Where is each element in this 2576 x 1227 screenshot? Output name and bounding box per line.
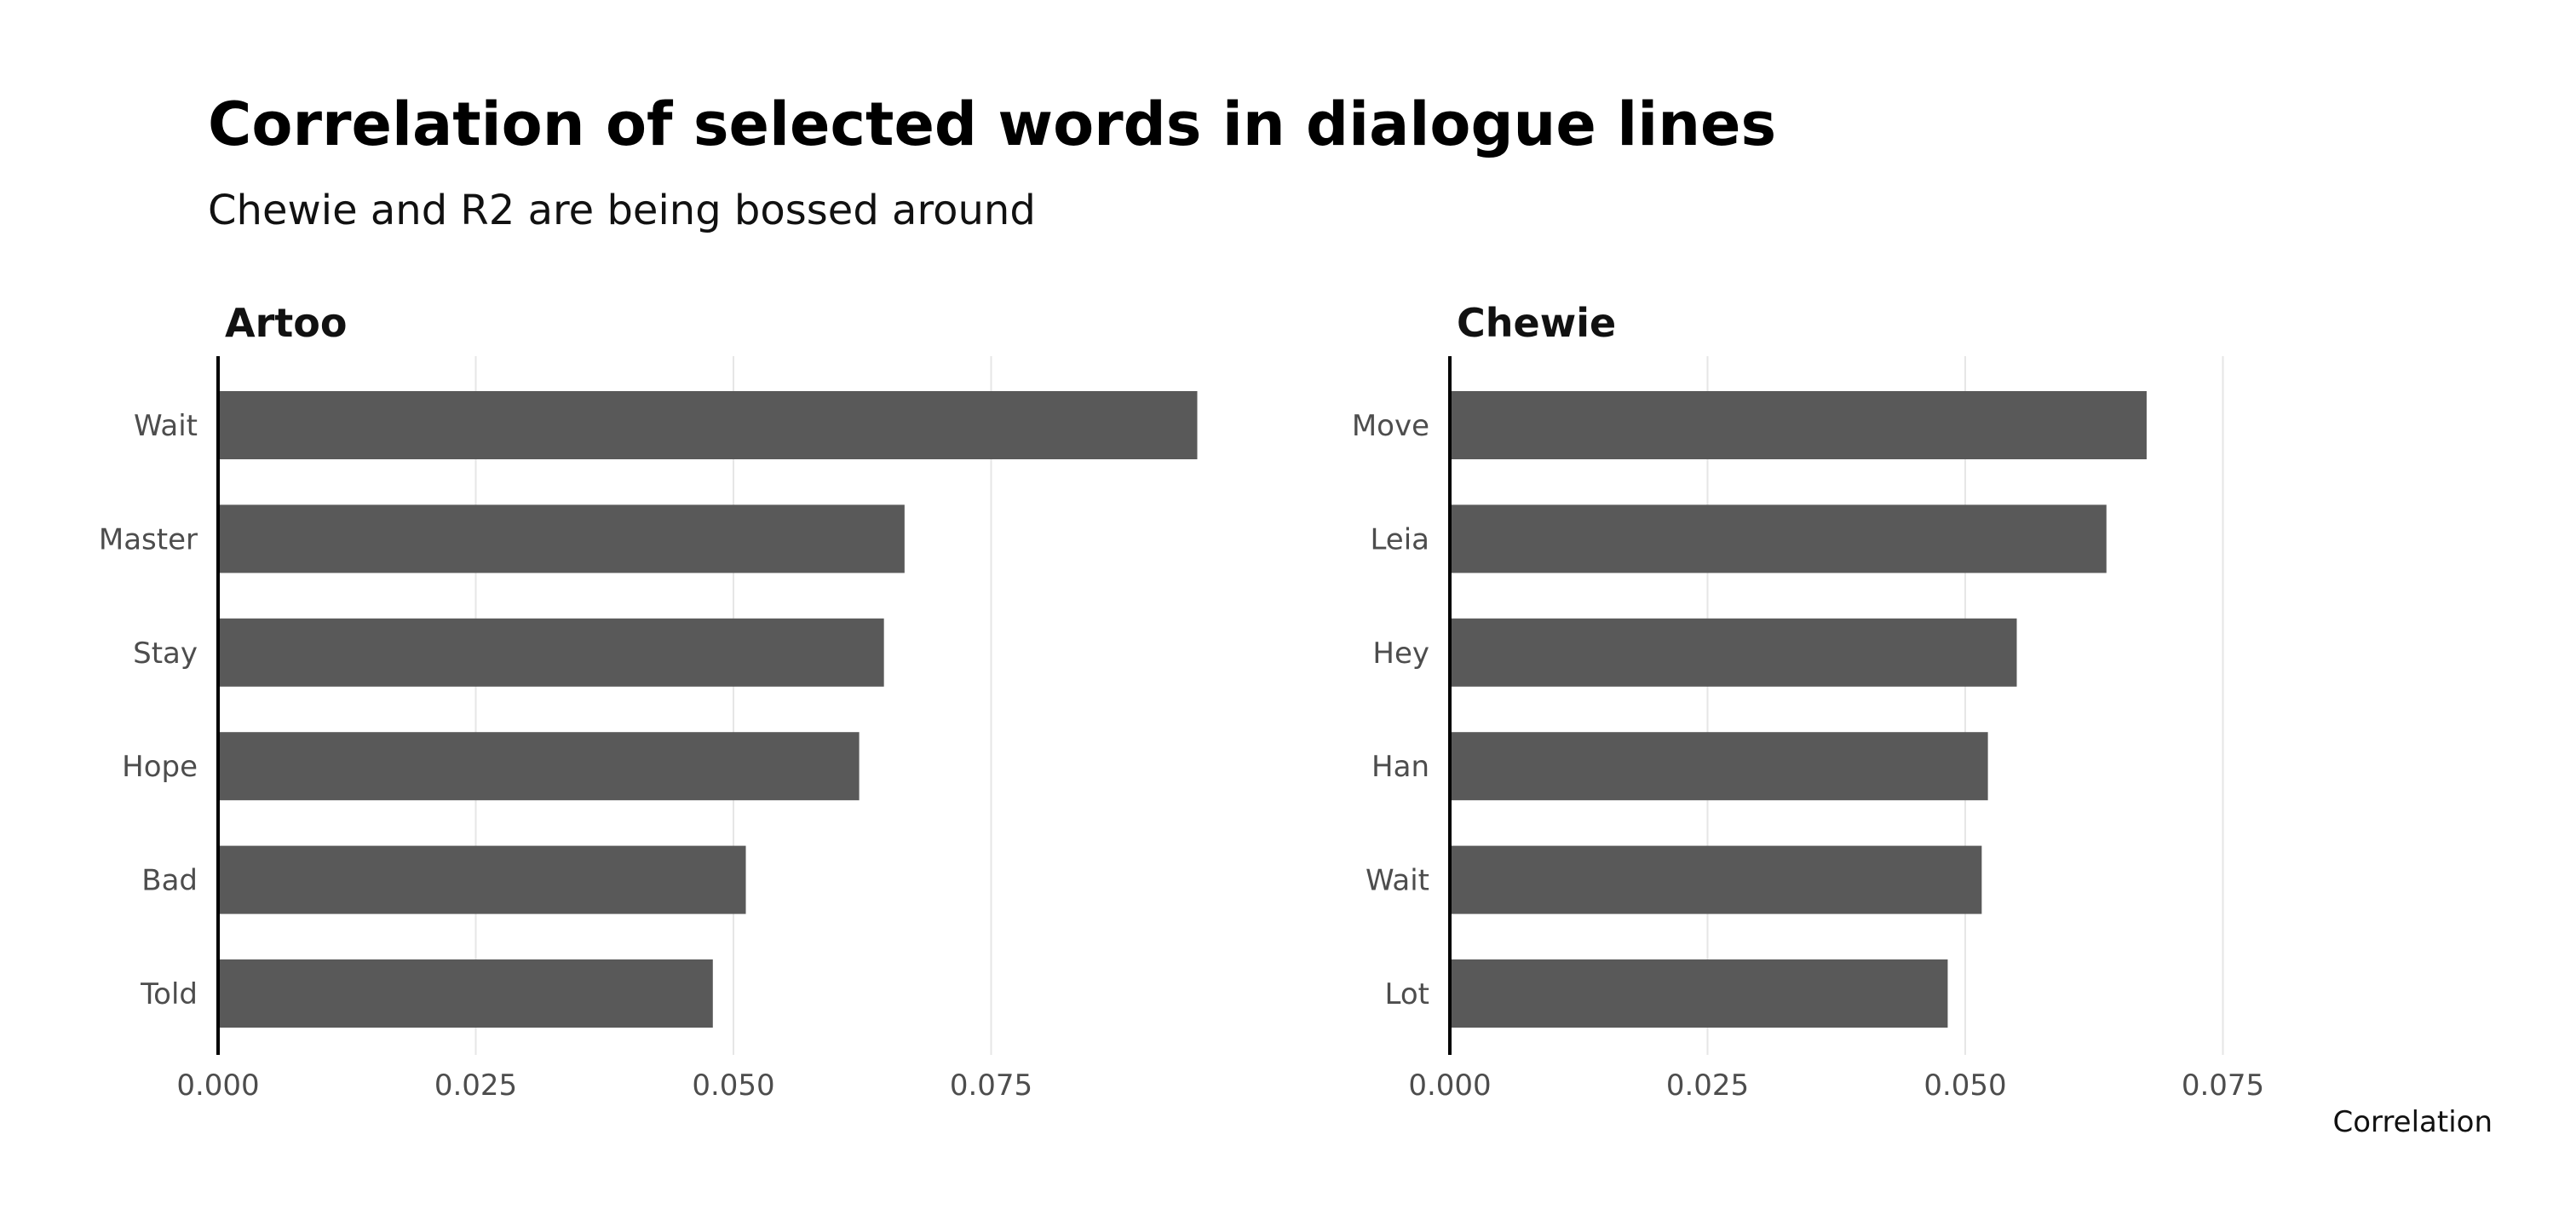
bar-lot <box>1450 959 1948 1028</box>
category-label: Han <box>1371 750 1429 784</box>
facets: Artoo Wait Master Stay Hope Bad Told 0.000 0.025… <box>99 300 2493 1139</box>
category-label: Leia <box>1370 522 1429 556</box>
bar-hey <box>1450 618 2017 687</box>
bar-bad <box>218 845 746 914</box>
category-label: Wait <box>1366 864 1429 898</box>
category-label: Hope <box>122 750 198 784</box>
facet-panel-chewie: Chewie Move Leia Hey Han Wait Lot 0.000 0.025 0.0… <box>1352 300 2493 1139</box>
category-label: Bad <box>141 864 198 898</box>
bar-wait <box>1450 845 1982 914</box>
chart-title: Correlation of selected words in dialogu… <box>208 89 1776 159</box>
category-label: Lot <box>1385 977 1429 1011</box>
x-tick-label: 0.075 <box>2182 1069 2264 1103</box>
facet-panel-artoo: Artoo Wait Master Stay Hope Bad Told 0.000 0.025… <box>99 300 1198 1103</box>
x-tick-label: 0.025 <box>1666 1069 1749 1103</box>
x-tick-label: 0.000 <box>1408 1069 1491 1103</box>
facet-title: Chewie <box>1457 300 1616 346</box>
x-tick-label: 0.075 <box>950 1069 1032 1103</box>
bar-told <box>218 959 713 1028</box>
bar-hope <box>218 732 860 801</box>
chart-subtitle: Chewie and R2 are being bossed around <box>208 187 1036 234</box>
x-tick-label: 0.025 <box>434 1069 517 1103</box>
x-tick-label: 0.000 <box>176 1069 259 1103</box>
bar-stay <box>218 618 884 687</box>
x-axis-label: Correlation <box>2333 1105 2493 1139</box>
category-label: Master <box>99 522 198 556</box>
category-label: Told <box>140 977 198 1011</box>
bar-move <box>1450 391 2147 459</box>
category-label: Move <box>1352 409 1429 443</box>
category-label: Wait <box>134 409 198 443</box>
bar-master <box>218 504 905 573</box>
facet-title: Artoo <box>225 300 347 346</box>
bar-han <box>1450 732 1988 801</box>
category-label: Stay <box>133 637 198 671</box>
bar-wait <box>218 391 1198 459</box>
x-tick-label: 0.050 <box>692 1069 774 1103</box>
bar-leia <box>1450 504 2107 573</box>
category-label: Hey <box>1372 637 1429 671</box>
x-tick-label: 0.050 <box>1923 1069 2006 1103</box>
